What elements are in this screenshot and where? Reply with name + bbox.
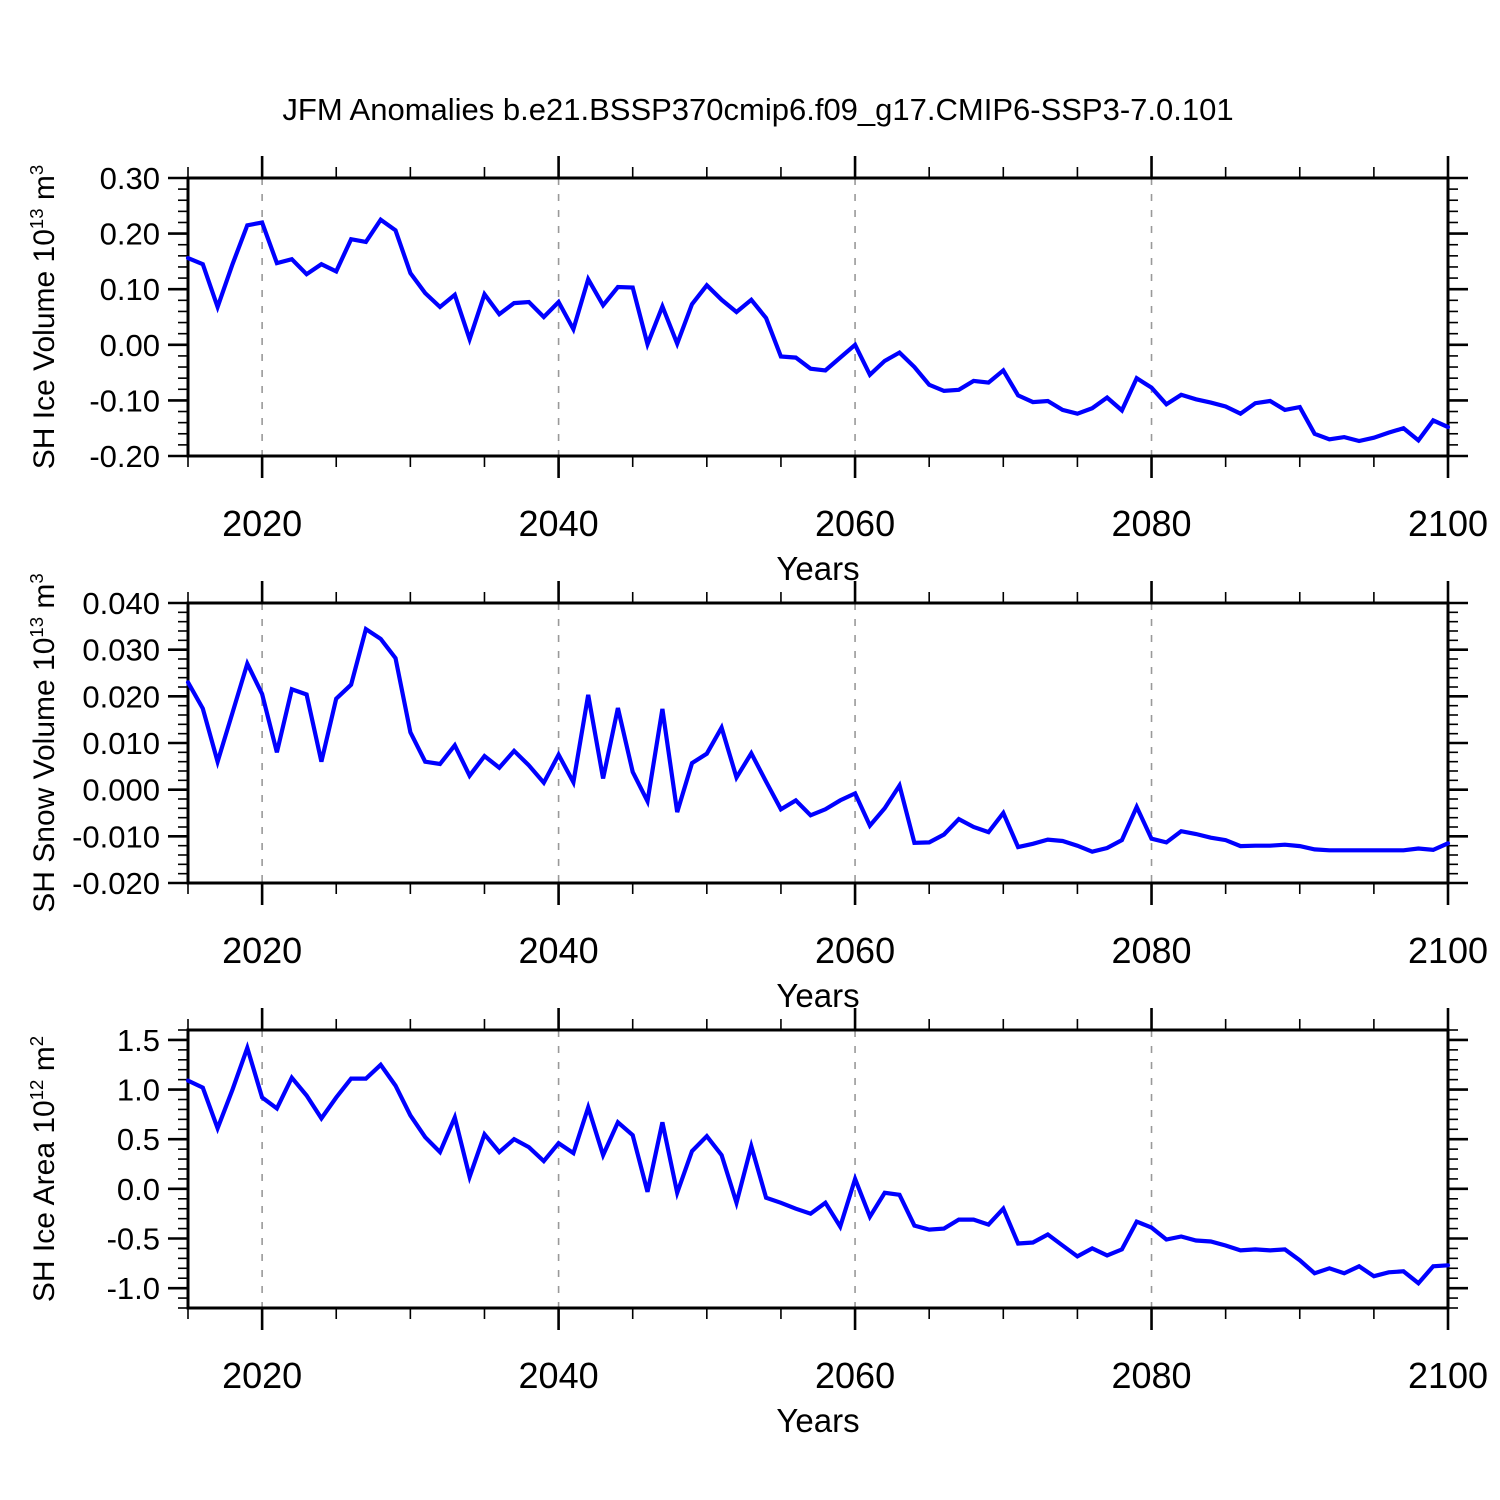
y-tick-label: -0.20: [89, 439, 160, 474]
y-tick-label: 0.030: [82, 633, 160, 668]
chart-title: JFM Anomalies b.e21.BSSP370cmip6.f09_g17…: [282, 92, 1234, 127]
x-tick-label: 2060: [815, 930, 895, 971]
x-tick-label: 2080: [1111, 930, 1191, 971]
x-axis-title: Years: [776, 977, 859, 1014]
x-tick-label: 2100: [1408, 503, 1488, 544]
sh-ice-area-panel: 1.5 1.0 0.5 0.0 -0.5 -1.0 2020 2040 2060 2080 2100…: [107, 1008, 1488, 1439]
y-axis-title: SH Ice Area 1012 m2: [26, 1035, 61, 1303]
y-tick-label: 0.040: [82, 586, 160, 621]
y-tick-label: 1.0: [117, 1073, 160, 1108]
y-tick-label: 0.00: [100, 328, 160, 363]
x-tick-label: 2020: [222, 1355, 302, 1396]
x-tick-label: 2060: [815, 1355, 895, 1396]
x-tick-label: 2060: [815, 503, 895, 544]
x-tick-label: 2020: [222, 930, 302, 971]
data-line: [185, 625, 1451, 854]
y-axis-title: SH Snow Volume 1013 m3: [26, 573, 61, 913]
sh-snow-volume-panel: 0.040 0.030 0.020 0.010 0.000 -0.010 -0.020 202…: [72, 581, 1488, 1014]
x-axis-title: Years: [776, 1402, 859, 1439]
y-tick-label: 0.5: [117, 1122, 160, 1157]
y-tick-label: -0.010: [72, 819, 160, 854]
data-line: [185, 216, 1451, 444]
y-tick-label: 0.020: [82, 679, 160, 714]
panel-border: [186, 1028, 1450, 1310]
y-tick-label: -1.0: [107, 1271, 160, 1306]
x-tick-label: 2100: [1408, 930, 1488, 971]
x-tick-label: 2040: [519, 1355, 599, 1396]
y-tick-label: -0.020: [72, 866, 160, 901]
y-tick-label: 1.5: [117, 1023, 160, 1058]
y-tick-label: 0.30: [100, 161, 160, 196]
x-tick-label: 2040: [519, 503, 599, 544]
y-tick-label: 0.20: [100, 217, 160, 252]
x-tick-label: 2100: [1408, 1355, 1488, 1396]
x-tick-label: 2020: [222, 503, 302, 544]
x-axis-title: Years: [776, 550, 859, 587]
y-tick-label: 0.000: [82, 773, 160, 808]
x-tick-label: 2080: [1111, 1355, 1191, 1396]
data-line: [185, 1041, 1451, 1287]
panel-border: [186, 601, 1450, 885]
y-tick-label: -0.5: [107, 1222, 160, 1257]
sh-ice-volume-panel: 0.30 0.20 0.10 0.00 -0.10 -0.20 2020 2040 2060 20…: [89, 156, 1488, 587]
y-tick-label: 0.0: [117, 1172, 160, 1207]
y-tick-label: -0.10: [89, 383, 160, 418]
x-tick-label: 2080: [1111, 503, 1191, 544]
y-tick-label: 0.10: [100, 272, 160, 307]
y-tick-label: 0.010: [82, 726, 160, 761]
panel-border: [186, 176, 1450, 458]
x-tick-label: 2040: [519, 930, 599, 971]
y-axis-title: SH Ice Volume 1013 m3: [26, 164, 61, 470]
